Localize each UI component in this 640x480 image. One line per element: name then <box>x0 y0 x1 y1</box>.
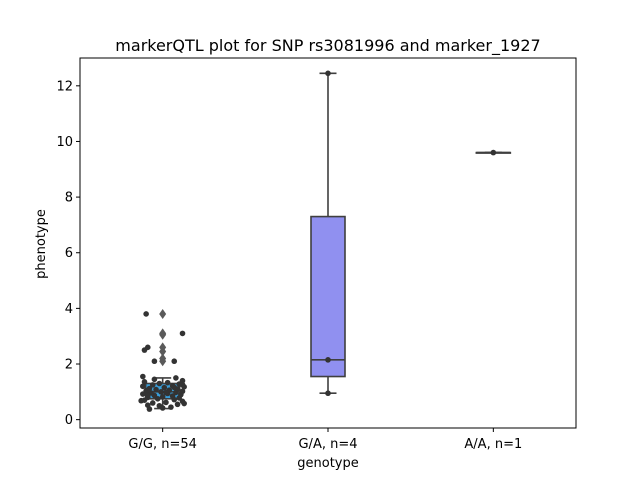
data-point <box>168 404 174 410</box>
data-point <box>179 388 186 395</box>
x-tick-label: A/A, n=1 <box>464 437 522 452</box>
data-point <box>143 311 149 317</box>
y-tick-label: 2 <box>65 358 73 373</box>
data-point <box>158 389 164 395</box>
outlier-marker <box>159 308 167 319</box>
data-point <box>164 379 171 386</box>
plot-marks <box>138 70 512 412</box>
data-point <box>325 390 331 397</box>
data-point <box>146 385 153 392</box>
data-point <box>174 401 181 408</box>
outlier-marker <box>159 328 167 339</box>
chart-title: markerQTL plot for SNP rs3081996 and mar… <box>115 36 540 56</box>
data-point <box>151 358 158 365</box>
axes: 0 2 4 6 8 10 12 G/G, n=54 G/A, n=4 A/A, n=1 <box>56 57 577 452</box>
y-tick-label: 4 <box>65 302 73 317</box>
y-tick-label: 10 <box>56 135 73 150</box>
data-point <box>171 384 178 391</box>
data-point <box>153 386 159 393</box>
data-point <box>173 375 179 381</box>
data-point <box>138 397 144 404</box>
data-point <box>325 70 331 77</box>
data-point <box>181 400 187 407</box>
outlier-marker <box>159 353 167 364</box>
y-tick-label: 6 <box>65 246 73 261</box>
x-tick-label: G/A, n=4 <box>298 437 357 452</box>
y-tick-label: 0 <box>65 413 73 428</box>
data-point <box>144 402 151 408</box>
data-point <box>159 405 166 411</box>
data-point <box>151 376 158 383</box>
y-tick-label: 12 <box>56 79 73 94</box>
data-point <box>149 400 156 406</box>
data-point <box>140 373 146 380</box>
data-point <box>144 344 151 351</box>
data-point <box>149 382 156 388</box>
data-point <box>171 358 178 365</box>
data-point <box>144 392 151 398</box>
data-point <box>156 380 163 387</box>
x-tick-label: G/G, n=54 <box>128 437 196 452</box>
box-1 <box>310 215 346 378</box>
data-point <box>169 393 176 399</box>
data-point <box>141 379 148 385</box>
data-point <box>325 357 331 363</box>
data-point <box>163 389 169 396</box>
data-point <box>163 399 169 406</box>
data-point <box>179 330 186 337</box>
data-point <box>179 381 186 388</box>
data-point <box>490 149 497 156</box>
data-point <box>159 394 166 400</box>
data-point <box>140 383 146 390</box>
data-point <box>161 384 168 391</box>
y-axis-label: phenotype <box>34 209 49 279</box>
data-point <box>179 377 186 384</box>
y-tick-label: 8 <box>65 191 73 206</box>
outlier-marker <box>159 342 167 353</box>
x-axis-label: genotype <box>297 456 358 471</box>
